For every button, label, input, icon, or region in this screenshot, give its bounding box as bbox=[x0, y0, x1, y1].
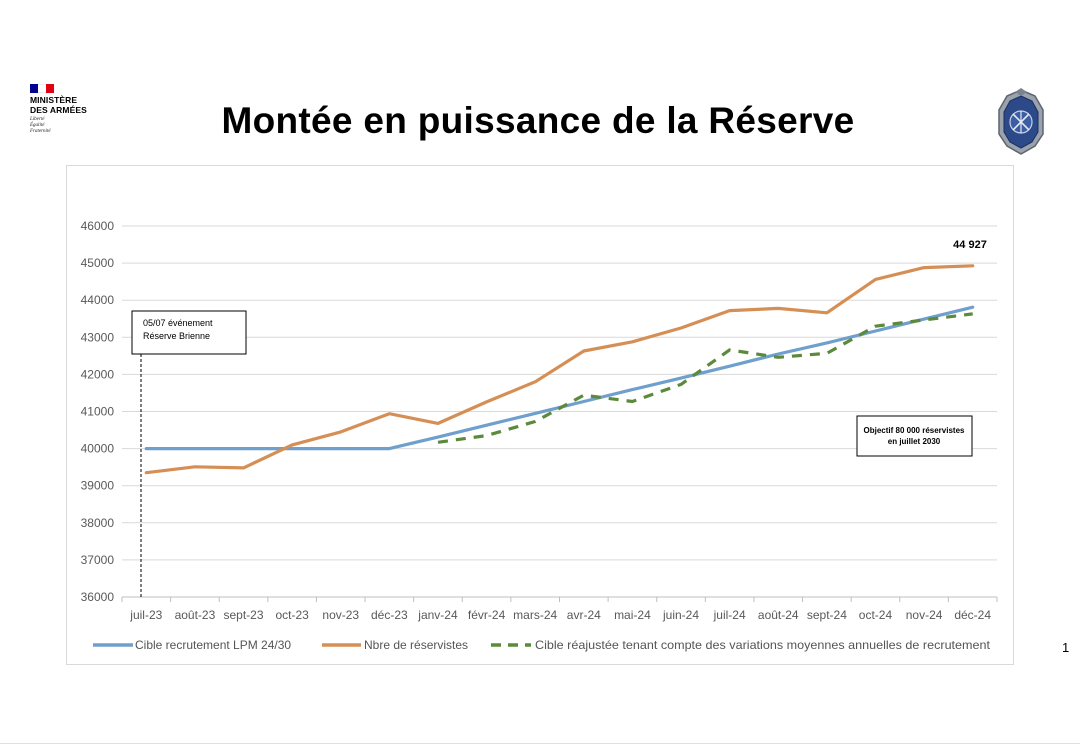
ministry-name-line2: DES ARMÉES bbox=[30, 104, 87, 115]
x-tick-label: déc-23 bbox=[371, 608, 408, 622]
x-tick-label: déc-24 bbox=[954, 608, 991, 622]
y-tick-label: 45000 bbox=[81, 256, 115, 270]
series-line-2 bbox=[437, 312, 973, 444]
event-annotation-line2: Réserve Brienne bbox=[143, 331, 210, 341]
legend-item-cible-lpm: Cible recrutement LPM 24/30 bbox=[93, 638, 291, 652]
chart-legend: Cible recrutement LPM 24/30 Nbre de rése… bbox=[93, 638, 991, 652]
y-tick-label: 40000 bbox=[81, 442, 115, 456]
y-tick-label: 36000 bbox=[81, 590, 115, 604]
legend-label-nbre-reservistes: Nbre de réservistes bbox=[364, 638, 468, 652]
objective-annotation-line2: en juillet 2030 bbox=[888, 437, 941, 446]
x-tick-label: juil-23 bbox=[129, 608, 162, 622]
x-tick-label: août-23 bbox=[175, 608, 216, 622]
x-tick-label: mai-24 bbox=[614, 608, 651, 622]
y-tick-label: 44000 bbox=[81, 293, 115, 307]
objective-annotation-line1: Objectif 80 000 réservistes bbox=[864, 426, 966, 435]
x-tick-label: sept-24 bbox=[807, 608, 847, 622]
event-annotation-box bbox=[131, 310, 247, 355]
y-tick-label: 39000 bbox=[81, 479, 115, 493]
page-title: Montée en puissance de la Réserve bbox=[221, 100, 855, 141]
x-tick-label: nov-23 bbox=[322, 608, 359, 622]
series-line-0 bbox=[144, 305, 975, 451]
x-tick-label: avr-24 bbox=[567, 608, 601, 622]
last-value-label: 44 927 bbox=[953, 239, 987, 251]
y-tick-label: 37000 bbox=[81, 553, 115, 567]
flag-white-band bbox=[38, 84, 46, 93]
motto-line1: Liberté bbox=[30, 117, 45, 122]
y-tick-label: 43000 bbox=[81, 330, 115, 344]
chart-container: 36000 37000 38000 39000 40000 41000 42000 43000… bbox=[66, 165, 1014, 665]
reserve-growth-line-chart: 36000 37000 38000 39000 40000 41000 42000 43000… bbox=[81, 219, 998, 652]
x-tick-label: févr-24 bbox=[468, 608, 506, 622]
event-annotation: 05/07 événement Réserve Brienne bbox=[131, 310, 247, 597]
x-tick-label: sept-23 bbox=[224, 608, 264, 622]
series-line-1 bbox=[144, 264, 975, 475]
ministry-name-line1: MINISTÈRE bbox=[30, 95, 78, 105]
motto-line2: Égalité bbox=[30, 123, 45, 128]
x-tick-label: juin-24 bbox=[662, 608, 699, 622]
flag-red-band bbox=[46, 84, 54, 93]
x-tick-label: janv-24 bbox=[417, 608, 458, 622]
y-tick-label: 41000 bbox=[81, 405, 115, 419]
objective-annotation: Objectif 80 000 réservistes en juillet 2… bbox=[856, 415, 973, 457]
x-tick-label: oct-24 bbox=[859, 608, 893, 622]
legend-item-cible-reajustee: Cible réajustée tenant compte des variat… bbox=[491, 638, 991, 652]
page-number: 1 bbox=[1062, 640, 1070, 655]
x-axis-ticks: juil-23 août-23 sept-23 oct-23 nov-23 déc-23 j… bbox=[121, 597, 998, 622]
x-tick-label: oct-23 bbox=[275, 608, 309, 622]
legend-item-nbre-reservistes: Nbre de réservistes bbox=[322, 638, 468, 652]
ministry-name: MINISTÈRE DES ARMÉES bbox=[30, 95, 110, 115]
french-flag-icon bbox=[30, 84, 54, 93]
objective-annotation-box bbox=[856, 415, 973, 457]
y-tick-label: 42000 bbox=[81, 367, 115, 381]
gridlines bbox=[122, 225, 997, 598]
x-tick-label: juil-24 bbox=[713, 608, 746, 622]
series-lines bbox=[144, 264, 975, 475]
event-annotation-line1: 05/07 événement bbox=[143, 318, 213, 328]
y-tick-label: 38000 bbox=[81, 516, 115, 530]
bottom-divider bbox=[0, 743, 1080, 744]
y-axis-ticks: 36000 37000 38000 39000 40000 41000 42000 43000… bbox=[81, 219, 115, 604]
reserve-crest-emblem-icon bbox=[995, 88, 1047, 161]
motto-line3: Fraternité bbox=[30, 129, 51, 134]
x-tick-label: nov-24 bbox=[906, 608, 943, 622]
republic-motto: Liberté Égalité Fraternité bbox=[30, 117, 110, 135]
y-tick-label: 46000 bbox=[81, 219, 115, 233]
x-tick-label: mars-24 bbox=[513, 608, 557, 622]
ministry-logo: MINISTÈRE DES ARMÉES Liberté Égalité Fra… bbox=[30, 84, 110, 135]
legend-label-cible-lpm: Cible recrutement LPM 24/30 bbox=[135, 638, 291, 652]
flag-blue-band bbox=[30, 84, 38, 93]
x-tick-label: août-24 bbox=[758, 608, 799, 622]
legend-label-cible-reajustee: Cible réajustée tenant compte des variat… bbox=[535, 638, 991, 652]
